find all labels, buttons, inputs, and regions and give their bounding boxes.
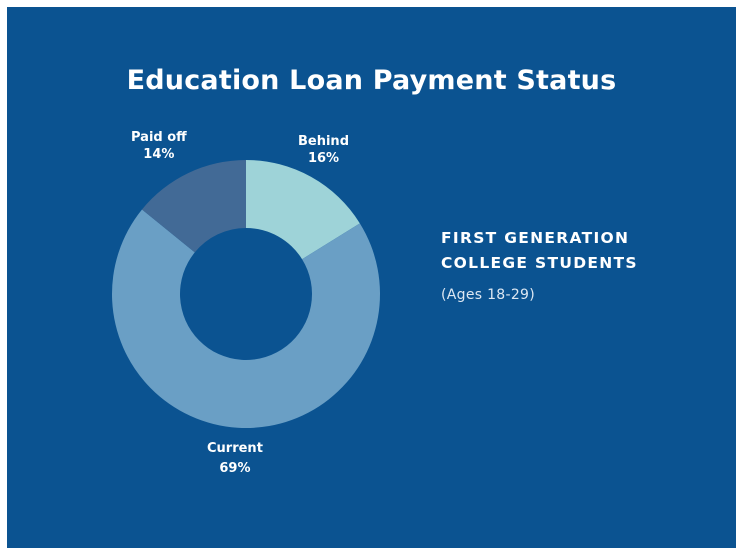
chart-title: Education Loan Payment Status xyxy=(126,65,617,96)
legend-line-1: FIRST GENERATION xyxy=(441,229,630,247)
label-behind-name: Behind xyxy=(298,134,349,149)
slice-current xyxy=(111,209,381,429)
label-current-value: 69% xyxy=(219,461,251,476)
legend-line-2: COLLEGE STUDENTS xyxy=(441,254,638,272)
label-current-name: Current xyxy=(207,441,263,456)
slice-paid-off xyxy=(141,160,246,253)
label-paid-off: Paid off 14% xyxy=(131,129,187,163)
donut-chart xyxy=(111,160,381,429)
label-behind-value: 16% xyxy=(307,151,340,166)
slice-behind xyxy=(246,160,360,260)
label-behind: Behind 16% xyxy=(298,133,349,167)
legend-subtitle: (Ages 18-29) xyxy=(441,287,536,303)
label-current: Current 69% xyxy=(207,439,263,479)
label-paid-off-value: 14% xyxy=(143,147,175,162)
infographic-panel: Education Loan Payment Status Paid off 1… xyxy=(7,7,736,548)
label-paid-off-name: Paid off xyxy=(131,130,187,145)
legend-heading: FIRST GENERATION COLLEGE STUDENTS xyxy=(441,226,638,276)
